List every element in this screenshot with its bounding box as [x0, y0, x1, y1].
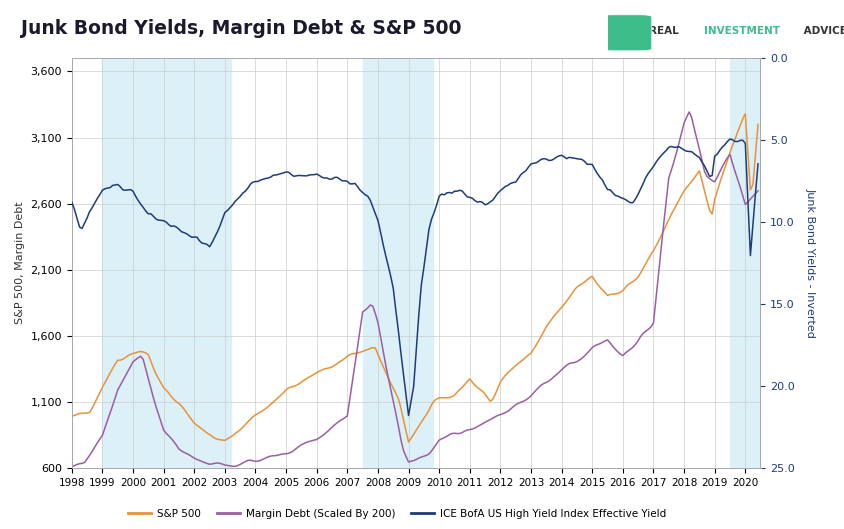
Bar — [102, 58, 230, 468]
Y-axis label: S&P 500, Margin Debt: S&P 500, Margin Debt — [15, 202, 24, 324]
Bar — [362, 58, 432, 468]
Text: REAL: REAL — [649, 26, 682, 36]
Text: INVESTMENT: INVESTMENT — [703, 26, 779, 36]
Text: ADVICE: ADVICE — [799, 26, 844, 36]
Legend: S&P 500, Margin Debt (Scaled By 200), ICE BofA US High Yield Index Effective Yie: S&P 500, Margin Debt (Scaled By 200), IC… — [124, 505, 669, 523]
Text: •••: ••• — [619, 28, 633, 34]
Y-axis label: Junk Bond Yields - Inverted: Junk Bond Yields - Inverted — [805, 188, 814, 338]
Text: Junk Bond Yields, Margin Debt & S&P 500: Junk Bond Yields, Margin Debt & S&P 500 — [21, 19, 461, 38]
Bar — [729, 58, 760, 468]
FancyBboxPatch shape — [601, 15, 651, 51]
